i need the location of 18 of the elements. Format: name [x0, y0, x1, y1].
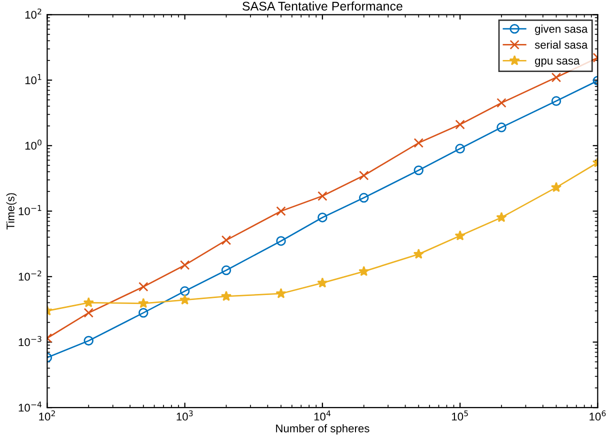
- chart-title: SASA Tentative Performance: [242, 1, 402, 11]
- y-tick-label: 10$^{−4}$: [18, 402, 42, 412]
- legend-label: gpu sasa: [535, 58, 580, 67]
- y-tick-label: 10$^{−2}$: [18, 270, 42, 281]
- x-tick-label: 10$^{2}$: [39, 410, 55, 421]
- x-tick-label: 10$^{3}$: [176, 410, 193, 421]
- y-axis-title: Time(s): [6, 193, 17, 230]
- y-tick-label: 10$^{2}$: [25, 8, 42, 19]
- x-tick-label: 10$^{5}$: [452, 410, 468, 421]
- y-tick-label: 10$^{−3}$: [18, 336, 42, 346]
- legend-label: given sasa: [535, 24, 588, 36]
- x-axis-title: Number of spheres: [276, 424, 370, 435]
- x-tick-label: 10$^{6}$: [590, 410, 606, 421]
- y-tick-label: 10$^{−1}$: [18, 205, 42, 216]
- legend-label: serial sasa: [534, 40, 588, 49]
- y-tick-label: 10$^{1}$: [25, 74, 42, 84]
- x-tick-label: 10$^{4}$: [314, 410, 331, 421]
- y-tick-label: 10$^{0}$: [25, 140, 42, 150]
